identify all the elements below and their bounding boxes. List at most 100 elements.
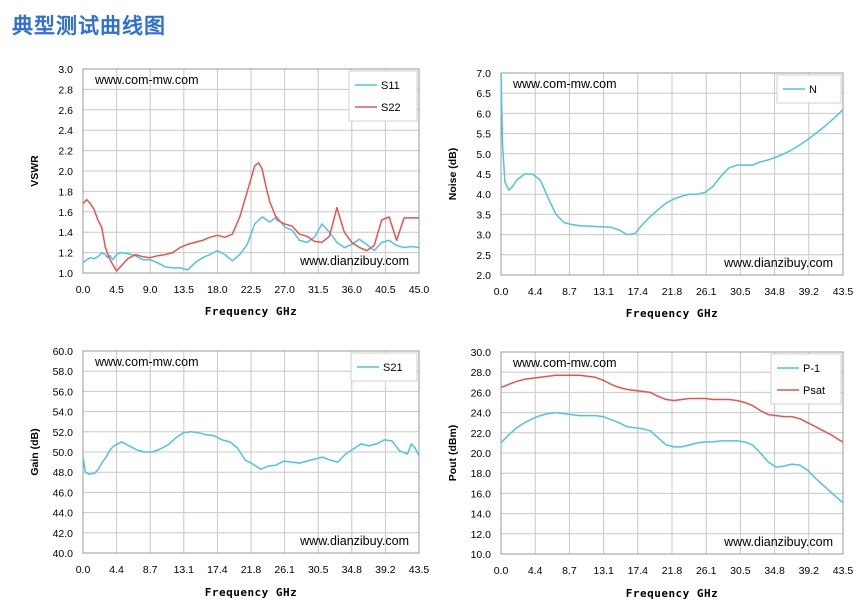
chart-4: 10.0 12.0 14.0 16.0 18.0 20.0 22.0 24.0 26.0 28.0… xyxy=(447,347,853,600)
legend-label: S11 xyxy=(381,80,400,92)
y-tick-label: 1.2 xyxy=(58,248,73,260)
y-tick-label: 58.0 xyxy=(53,366,74,378)
x-tick-label: 13.5 xyxy=(174,284,195,296)
x-axis-label: Frequency GHz xyxy=(626,587,719,600)
y-tick-label: 5.0 xyxy=(476,149,491,161)
x-tick-label: 26.1 xyxy=(274,564,295,576)
y-tick-label: 2.4 xyxy=(58,125,73,137)
y-axis-label: Gain (dB) xyxy=(29,428,41,475)
legend-label: N xyxy=(809,84,817,96)
x-tick-label: 30.5 xyxy=(730,286,751,298)
y-tick-label: 40.0 xyxy=(53,548,74,560)
x-tick-label: 30.5 xyxy=(730,565,751,577)
x-tick-label: 8.7 xyxy=(562,565,577,577)
x-tick-label: 8.7 xyxy=(143,564,158,576)
x-tick-label: 39.2 xyxy=(375,564,396,576)
series-line-s21 xyxy=(82,431,420,475)
x-tick-label: 4.4 xyxy=(528,286,543,298)
y-tick-label: 1.0 xyxy=(58,268,73,280)
x-tick-label: 21.8 xyxy=(241,564,262,576)
y-tick-label: 14.0 xyxy=(471,509,492,521)
y-tick-label: 1.6 xyxy=(58,207,73,219)
legend-label: Psat xyxy=(803,385,825,397)
x-tick-label: 21.8 xyxy=(662,286,683,298)
y-tick-label: 5.5 xyxy=(476,129,491,141)
x-tick-label: 22.5 xyxy=(241,284,262,296)
watermark-top: www.com-mw.com xyxy=(94,73,198,87)
y-tick-label: 26.0 xyxy=(471,387,492,399)
y-tick-label: 28.0 xyxy=(471,367,492,379)
x-tick-label: 36.0 xyxy=(342,284,363,296)
y-tick-label: 46.0 xyxy=(53,487,74,499)
y-tick-label: 18.0 xyxy=(471,468,492,480)
x-tick-label: 45.0 xyxy=(409,284,430,296)
series-line-p-1 xyxy=(500,411,844,504)
y-tick-label: 2.0 xyxy=(476,270,491,282)
watermark-top: www.com-mw.com xyxy=(512,356,616,370)
x-tick-label: 39.2 xyxy=(799,565,820,577)
watermark-bottom: www.dianzibuy.com xyxy=(723,256,833,270)
x-tick-label: 21.8 xyxy=(662,565,683,577)
x-tick-label: 17.4 xyxy=(207,564,228,576)
x-axis-label: Frequency GHz xyxy=(205,305,298,318)
x-tick-label: 30.5 xyxy=(308,564,329,576)
x-tick-label: 31.5 xyxy=(308,284,329,296)
y-tick-label: 42.0 xyxy=(53,528,74,540)
x-tick-label: 34.8 xyxy=(342,564,363,576)
series-line-s11 xyxy=(82,216,420,271)
y-tick-label: 16.0 xyxy=(471,488,492,500)
chart-1: 1.0 1.2 1.4 1.6 1.8 2.0 2.2 2.4 2.6 2.8 3.0 0.0 4.5 9… xyxy=(29,64,429,318)
y-tick-label: 52.0 xyxy=(53,427,74,439)
y-tick-label: 4.0 xyxy=(476,189,491,201)
watermark-top: www.com-mw.com xyxy=(512,77,616,91)
x-tick-label: 26.1 xyxy=(696,286,717,298)
y-tick-label: 6.0 xyxy=(476,108,491,120)
y-tick-label: 1.4 xyxy=(58,227,73,239)
watermark-top: www.com-mw.com xyxy=(94,355,198,369)
y-tick-label: 50.0 xyxy=(53,447,74,459)
y-tick-label: 24.0 xyxy=(471,408,492,420)
plot-frame xyxy=(82,350,420,554)
x-tick-label: 18.0 xyxy=(207,284,228,296)
chart-3: 40.0 42.0 44.0 46.0 48.0 50.0 52.0 54.0 56.0 58.0… xyxy=(29,346,429,599)
y-tick-label: 12.0 xyxy=(471,529,492,541)
y-axis-label: Noise (dB) xyxy=(447,148,459,201)
x-tick-label: 17.4 xyxy=(628,286,649,298)
y-tick-label: 2.0 xyxy=(58,166,73,178)
y-tick-label: 2.6 xyxy=(58,105,73,117)
y-tick-label: 2.8 xyxy=(58,84,73,96)
x-tick-label: 0.0 xyxy=(494,565,509,577)
x-tick-label: 0.0 xyxy=(494,286,509,298)
x-tick-label: 13.1 xyxy=(593,565,614,577)
y-tick-label: 60.0 xyxy=(53,346,74,358)
x-tick-label: 9.0 xyxy=(143,284,158,296)
legend-label: S22 xyxy=(381,102,401,114)
y-tick-label: 10.0 xyxy=(471,549,492,561)
y-tick-label: 44.0 xyxy=(53,508,74,520)
y-tick-label: 7.0 xyxy=(476,68,491,80)
y-tick-label: 22.0 xyxy=(471,428,492,440)
x-tick-label: 4.5 xyxy=(109,284,124,296)
legend-box xyxy=(348,70,418,122)
y-tick-label: 2.2 xyxy=(58,146,73,158)
y-tick-label: 30.0 xyxy=(471,347,492,359)
x-tick-label: 34.8 xyxy=(764,286,785,298)
y-tick-label: 2.5 xyxy=(476,250,491,262)
y-tick-label: 3.0 xyxy=(476,230,491,242)
y-tick-label: 48.0 xyxy=(53,467,74,479)
watermark-bottom: www.dianzibuy.com xyxy=(299,534,409,548)
x-tick-label: 26.1 xyxy=(696,565,717,577)
watermark-bottom: www.dianzibuy.com xyxy=(299,254,409,268)
x-tick-label: 43.5 xyxy=(833,565,854,577)
y-tick-label: 1.8 xyxy=(58,186,73,198)
y-tick-label: 3.5 xyxy=(476,209,491,221)
x-tick-label: 43.5 xyxy=(409,564,430,576)
x-tick-label: 0.0 xyxy=(76,284,91,296)
x-axis-label: Frequency GHz xyxy=(205,586,298,599)
x-tick-label: 40.5 xyxy=(375,284,396,296)
y-tick-label: 6.5 xyxy=(476,88,491,100)
x-axis-label: Frequency GHz xyxy=(626,307,719,320)
x-tick-label: 13.1 xyxy=(174,564,195,576)
x-tick-label: 4.4 xyxy=(528,565,543,577)
